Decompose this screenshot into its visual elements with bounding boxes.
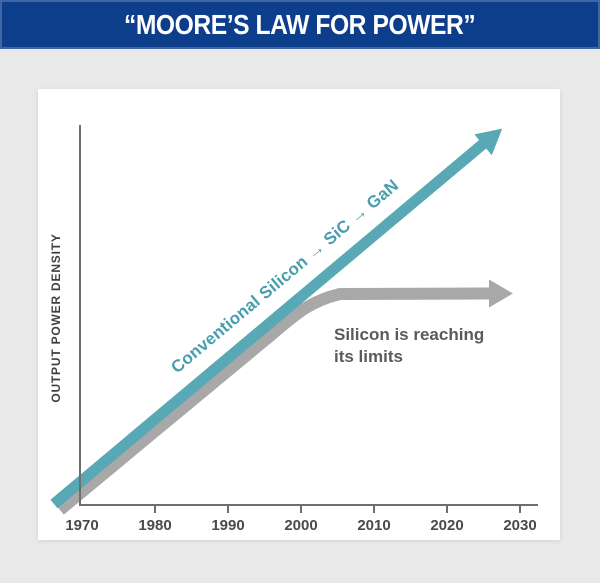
x-label-2030: 2030 <box>503 517 536 534</box>
gan-growth-arrowhead-icon <box>474 128 503 156</box>
silicon-limit-arrowhead-icon <box>489 279 513 308</box>
chart-panel: 1970 1980 1990 2000 2010 2020 2030 OUTPU… <box>38 89 560 540</box>
power-density-chart: 1970 1980 1990 2000 2010 2020 2030 OUTPU… <box>49 125 538 534</box>
x-label-2010: 2010 <box>357 517 390 534</box>
x-label-2020: 2020 <box>430 517 463 534</box>
axes <box>79 125 538 506</box>
x-label-1990: 1990 <box>211 517 244 534</box>
title-banner: “MOORE’S LAW FOR POWER” <box>0 0 600 49</box>
silicon-limit-line <box>56 287 491 515</box>
gan-growth-line <box>50 139 487 509</box>
x-label-2000: 2000 <box>284 517 317 534</box>
x-label-1970: 1970 <box>65 517 98 534</box>
y-axis-title: OUTPUT POWER DENSITY <box>49 233 63 402</box>
page-title: “MOORE’S LAW FOR POWER” <box>124 8 476 40</box>
x-label-1980: 1980 <box>138 517 171 534</box>
silicon-limit-label-line1: Silicon is reaching <box>334 325 484 344</box>
silicon-limit-label-line2: its limits <box>334 347 403 366</box>
